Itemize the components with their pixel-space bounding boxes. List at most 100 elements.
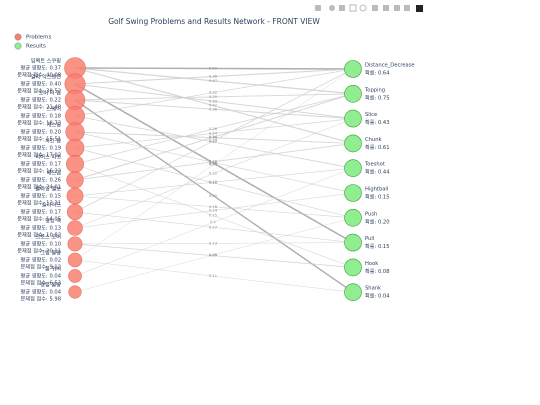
problem-name: 정렬 불량 bbox=[40, 281, 61, 289]
problem-node bbox=[66, 203, 84, 221]
result-node bbox=[344, 60, 362, 78]
edge-label: 0.14 bbox=[209, 209, 218, 213]
edge bbox=[74, 67, 354, 144]
edge bbox=[74, 147, 354, 219]
edge bbox=[74, 83, 354, 120]
edge-label: 0.55 bbox=[209, 194, 217, 198]
problem-name: 리버스 피벗 bbox=[35, 153, 61, 161]
problem-score: 문제점 점수: 15.51 bbox=[17, 135, 61, 143]
problem-score: 문제점 점수: 10.82 bbox=[17, 231, 61, 239]
edge bbox=[74, 83, 354, 244]
edge bbox=[74, 167, 354, 197]
problem-influence: 평균 영향도: 0.02 bbox=[21, 256, 61, 264]
edge bbox=[74, 217, 354, 293]
edges: 0.59 0.47 0.42 0.61 0.38 0.33 0.55 0.36 0.29 0.27… bbox=[74, 67, 354, 293]
problem-node bbox=[67, 220, 83, 236]
result-name: Hightball bbox=[365, 187, 388, 193]
edge-label: 0.25 bbox=[209, 254, 217, 258]
edge bbox=[74, 99, 354, 293]
edge bbox=[74, 118, 354, 149]
edge-label: 0.18 bbox=[209, 161, 218, 165]
problem-score: 문제점 점수: 20.11 bbox=[17, 247, 61, 255]
result-node bbox=[344, 85, 362, 103]
edge bbox=[74, 118, 354, 229]
edge bbox=[74, 211, 354, 243]
problem-influence: 평균 영향도: 0.37 bbox=[21, 64, 61, 72]
result-node bbox=[344, 209, 362, 227]
result-prob: 확률: 0.08 bbox=[365, 267, 390, 275]
problem-name: 스웨이 bbox=[47, 105, 62, 113]
result-name: Distance_Decrease bbox=[365, 63, 415, 69]
edge-label: 0.12 bbox=[209, 171, 217, 175]
edge bbox=[74, 142, 354, 181]
problem-node bbox=[66, 171, 84, 189]
result-node bbox=[344, 233, 362, 252]
problem-influence: 평균 영향도: 0.17 bbox=[21, 208, 61, 216]
problem-node bbox=[65, 138, 85, 158]
problem-name: 슬라이드 bbox=[42, 201, 61, 209]
result-prob: 확률: 0.20 bbox=[365, 217, 390, 225]
edge-label: 0.22 bbox=[209, 91, 217, 95]
edge-label: 0.38 bbox=[209, 75, 218, 79]
legend-label: Results bbox=[26, 44, 46, 50]
problem-influence: 평균 영향도: 0.18 bbox=[21, 112, 61, 120]
problem-name: 볼 위치 bbox=[45, 265, 61, 273]
edge-label: 0.27 bbox=[209, 140, 217, 144]
problem-node bbox=[68, 269, 82, 283]
edge bbox=[74, 68, 354, 261]
edge-label: 0.1 bbox=[210, 220, 216, 224]
problem-influence: 평균 영향도: 0.10 bbox=[21, 240, 61, 248]
problem-name: 헤드업 bbox=[47, 169, 62, 177]
problem-influence: 평균 영향도: 0.19 bbox=[21, 144, 61, 152]
result-name: Push bbox=[365, 211, 377, 217]
edge-label: 0.33 bbox=[209, 99, 217, 103]
result-prob: 확률: 0.44 bbox=[365, 168, 390, 176]
edge bbox=[74, 259, 354, 293]
edge-label: 0.42 bbox=[209, 104, 217, 108]
problem-node bbox=[66, 155, 85, 174]
edge-label: 0.08 bbox=[209, 253, 218, 257]
edge bbox=[74, 115, 354, 169]
edge bbox=[74, 68, 354, 117]
edge-label: 0.24 bbox=[209, 131, 218, 135]
edge bbox=[74, 67, 354, 70]
problem-name: 플라잉 엘보 bbox=[35, 185, 61, 193]
problem-node bbox=[65, 122, 85, 142]
problem-score: 문제점 점수: 5.98 bbox=[21, 295, 61, 303]
modebar[interactable] bbox=[315, 4, 423, 12]
problem-score: 문제점 점수: 18.73 bbox=[17, 119, 61, 127]
edge-label: 0.11 bbox=[209, 274, 217, 278]
result-node bbox=[344, 184, 362, 202]
result-prob: 확률: 0.61 bbox=[365, 143, 390, 151]
result-prob: 확률: 0.43 bbox=[365, 118, 390, 126]
problem-score: 문제점 점수: 12.31 bbox=[17, 199, 61, 207]
result-prob: 확률: 0.04 bbox=[365, 292, 390, 300]
problem-score: 문제점 점수: 16.23 bbox=[17, 167, 61, 175]
problem-influence: 평균 영향도: 0.22 bbox=[21, 96, 61, 104]
edge bbox=[74, 192, 354, 229]
edge-label: 0.59 bbox=[209, 67, 218, 71]
edge bbox=[74, 93, 354, 101]
result-name: Shank bbox=[365, 286, 381, 292]
problem-score: 문제점 점수: 6.53 bbox=[21, 279, 61, 287]
result-prob: 확률: 0.15 bbox=[365, 193, 390, 201]
problem-name: 행잉 백 bbox=[45, 217, 61, 225]
edge-label: 0.15 bbox=[209, 214, 217, 218]
problem-node bbox=[68, 285, 82, 299]
edge bbox=[74, 131, 354, 144]
legend-label: Problems bbox=[26, 35, 51, 41]
edge-label: 0.21 bbox=[209, 181, 217, 185]
result-name: Pull bbox=[365, 236, 374, 242]
problem-score: 문제점 점수: 14.05 bbox=[17, 215, 61, 223]
problem-name: 그립 불량 bbox=[40, 249, 61, 257]
problem-score: 문제점 점수: 9.12 bbox=[21, 263, 61, 271]
legend-marker bbox=[14, 33, 22, 41]
edge bbox=[74, 242, 354, 245]
problem-name: 캐스팅 bbox=[47, 121, 62, 129]
edge-label: 0.36 bbox=[209, 107, 218, 111]
result-node bbox=[344, 109, 362, 128]
edge bbox=[74, 93, 354, 165]
result-name: Chunk bbox=[365, 137, 382, 143]
result-name: Slice bbox=[365, 112, 377, 118]
